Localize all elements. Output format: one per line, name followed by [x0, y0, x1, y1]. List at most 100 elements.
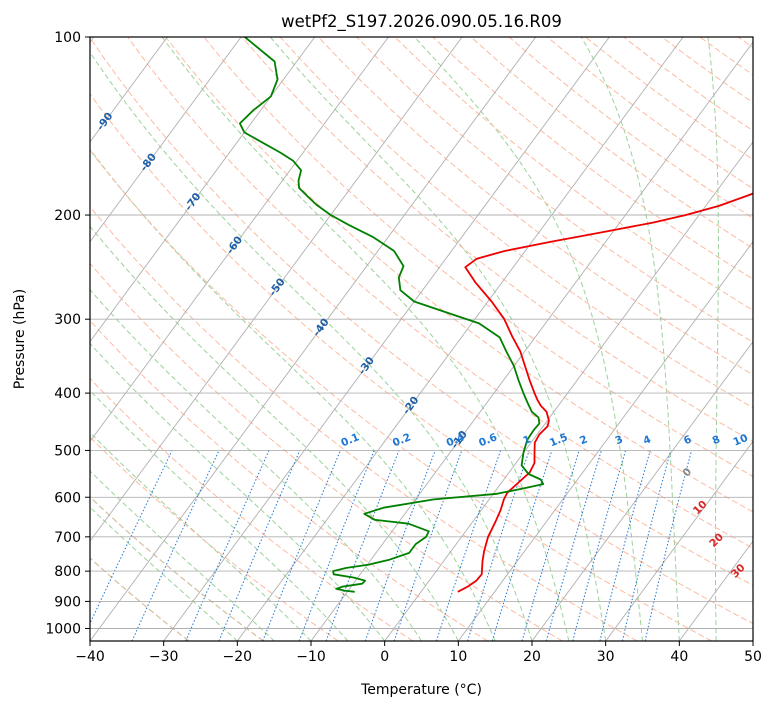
isotherm-label: -30	[356, 355, 377, 377]
moist-adiabat-line	[269, 37, 607, 641]
isotherm-label: -70	[183, 191, 204, 213]
moist-adiabat-line	[90, 51, 533, 641]
y-tick-label: 600	[54, 490, 81, 506]
temperature-profile	[457, 192, 753, 593]
mixing-ratio-label: 2	[578, 433, 589, 447]
x-tick-label: 20	[523, 649, 541, 665]
moist-adiabat-line	[90, 506, 238, 641]
moist-adiabat-line	[90, 389, 349, 641]
mixing-ratio-label: 8	[711, 433, 722, 447]
mixing-ratio-label: 4	[641, 433, 652, 447]
isotherm-line	[90, 37, 537, 641]
dry-adiabat-line	[90, 93, 753, 625]
moist-adiabat-line	[90, 225, 459, 641]
y-tick-label: 400	[54, 386, 81, 402]
y-tick-label: 500	[54, 443, 81, 459]
dry-adiabat-line	[356, 37, 753, 343]
dry-adiabat-line	[699, 37, 753, 76]
moist-adiabat-line	[414, 37, 643, 641]
isotherm-label: -80	[138, 151, 159, 173]
mixing-ratio-line	[599, 450, 651, 641]
isotherm-label: -20	[401, 394, 422, 416]
isotherm-line	[90, 37, 316, 343]
mixing-ratio-line	[435, 450, 502, 641]
x-tick-label: 30	[597, 649, 615, 665]
dry-adiabat-line	[623, 37, 753, 132]
chart-title: wetPf2_S197.2026.090.05.16.R09	[281, 12, 562, 32]
x-tick-label: 10	[449, 649, 467, 665]
x-axis-label: Temperature (°C)	[360, 682, 482, 698]
mixing-ratio-label: 6	[682, 433, 693, 447]
mixing-ratio-line	[545, 450, 602, 641]
y-tick-label: 100	[54, 30, 81, 46]
mixing-ratio-line	[298, 450, 375, 641]
dry-adiabat-label: 10	[691, 498, 710, 517]
y-axis-label: Pressure (hPa)	[12, 289, 28, 389]
moist-adiabat-line	[90, 470, 275, 641]
isotherm-line	[384, 141, 753, 641]
mixing-ratio-line	[491, 450, 553, 641]
mixing-ratio-line	[521, 450, 580, 641]
x-tick-label: −20	[223, 649, 253, 665]
y-tick-label: 1000	[45, 621, 81, 637]
isotherm-line	[163, 37, 610, 641]
moist-adiabat-line	[90, 431, 312, 641]
mixing-ratio-line	[185, 450, 270, 641]
plot-frame	[89, 36, 754, 642]
isotherm-line	[605, 440, 753, 641]
mixing-ratio-label: 1	[521, 433, 532, 447]
dry-adiabat-line	[90, 262, 563, 641]
dry-adiabat-line	[737, 37, 753, 49]
mixing-ratio-line	[644, 450, 693, 641]
dry-adiabat-line	[661, 37, 753, 104]
dry-adiabat-label: 30	[729, 562, 748, 581]
dry-adiabat-label: 40	[754, 588, 773, 607]
dewpoint-profile	[239, 37, 545, 593]
y-tick-label: 700	[54, 530, 81, 546]
dry-adiabat-line	[546, 37, 753, 190]
x-tick-label: −30	[149, 649, 179, 665]
dry-adiabat-line	[165, 37, 753, 513]
isotherm-label: -90	[95, 110, 116, 132]
isotherm-line	[752, 640, 753, 641]
moist-adiabat-line	[707, 37, 719, 641]
isotherm-line	[531, 340, 753, 641]
mixing-ratio-line	[90, 450, 173, 625]
dry-adiabat-line	[279, 37, 753, 409]
isotherm-line	[90, 37, 242, 243]
mixing-ratio-label: 13	[760, 432, 775, 449]
x-tick-label: 50	[744, 649, 762, 665]
dry-adiabat-line	[241, 37, 753, 443]
dry-adiabat-label: 0	[680, 466, 694, 480]
isotherm-label: -60	[224, 234, 245, 256]
dry-adiabat-line	[90, 319, 488, 641]
isotherm-label: -100	[50, 65, 75, 93]
mixing-ratio-label: 0.2	[391, 431, 413, 449]
mixing-ratio-label: 0.1	[339, 431, 361, 449]
x-tick-label: 0	[380, 649, 389, 665]
dry-adiabat-line	[90, 149, 712, 641]
isotherm-line	[90, 37, 168, 143]
dry-adiabat-line	[90, 436, 339, 641]
mixing-ratio-line	[131, 450, 220, 641]
mixing-ratio-line	[364, 450, 436, 641]
moist-adiabat-line	[90, 288, 422, 641]
x-tick-label: 40	[670, 649, 688, 665]
moist-adiabat-line	[161, 37, 570, 641]
isotherm-line	[90, 37, 389, 443]
dry-adiabat-line	[317, 37, 753, 376]
mixing-ratio-line	[262, 450, 341, 641]
isotherm-line	[457, 240, 753, 641]
x-tick-label: −10	[296, 649, 326, 665]
x-tick-label: −40	[75, 649, 105, 665]
moist-adiabat-line	[90, 148, 496, 641]
y-tick-label: 300	[54, 312, 81, 328]
dry-adiabat-line	[90, 37, 753, 587]
isotherm-label: -50	[267, 276, 288, 298]
y-tick-label: 800	[54, 564, 81, 580]
mixing-ratio-line	[621, 450, 672, 641]
dry-adiabat-label: 20	[707, 531, 726, 550]
dry-adiabat-line	[508, 37, 753, 219]
mixing-ratio-label: 3	[613, 433, 624, 447]
